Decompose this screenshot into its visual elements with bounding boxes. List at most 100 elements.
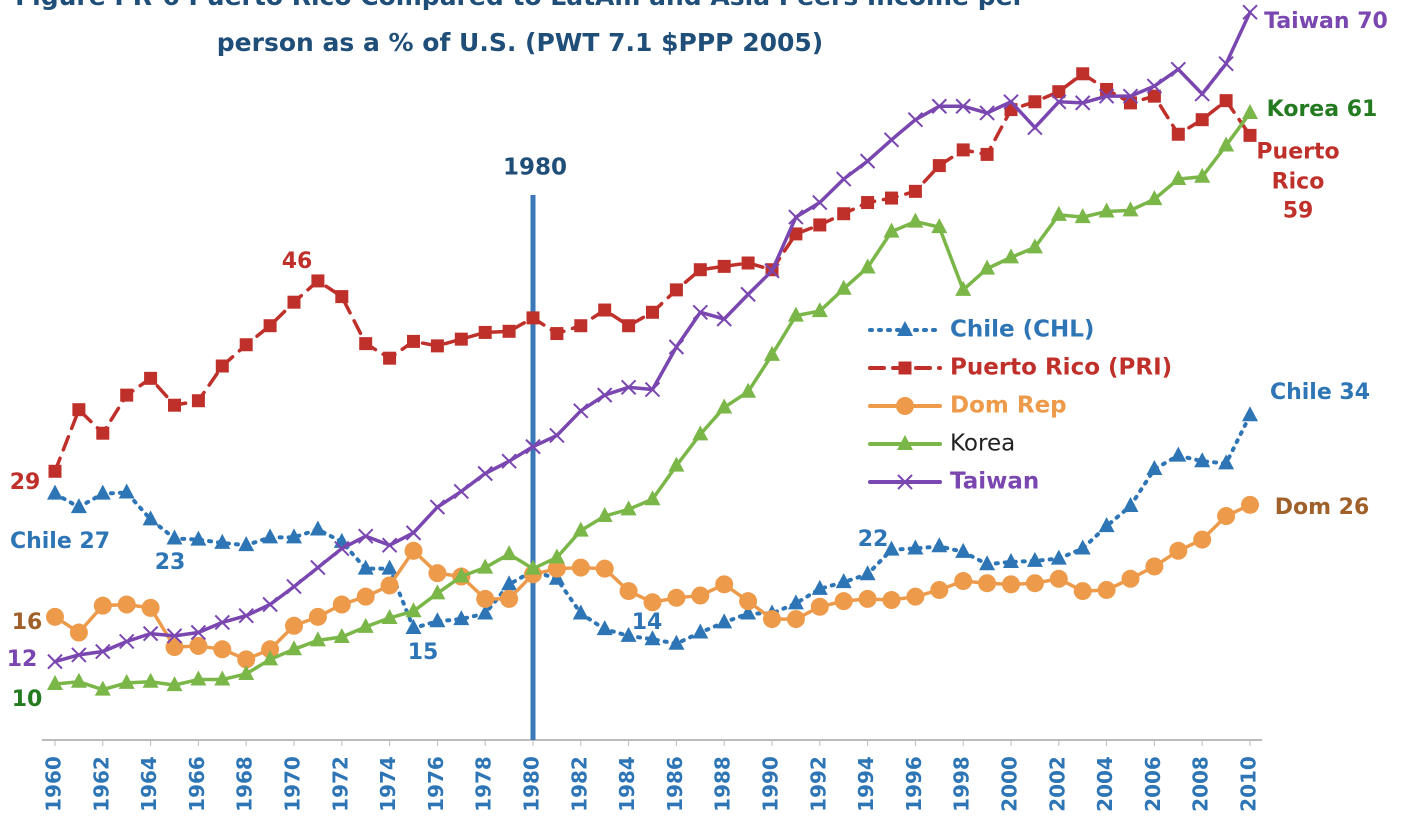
data-label: 12 bbox=[6, 647, 38, 673]
point bbox=[691, 586, 710, 605]
point bbox=[692, 304, 709, 320]
point bbox=[954, 572, 973, 591]
point bbox=[70, 498, 87, 514]
point bbox=[309, 520, 326, 536]
point bbox=[117, 595, 136, 614]
data-label: 10 bbox=[11, 687, 43, 713]
point bbox=[261, 640, 280, 659]
point bbox=[1170, 170, 1187, 186]
reference-label: 1980 bbox=[503, 155, 567, 181]
point bbox=[477, 558, 494, 574]
point bbox=[1027, 119, 1043, 136]
x-tick-label: 1970 bbox=[281, 756, 305, 812]
x-tick-label: 1960 bbox=[42, 756, 66, 812]
point bbox=[573, 403, 589, 419]
point bbox=[596, 387, 613, 403]
point bbox=[789, 227, 803, 241]
point bbox=[214, 670, 231, 686]
point bbox=[548, 548, 565, 564]
point bbox=[764, 263, 780, 279]
point bbox=[571, 558, 590, 577]
point bbox=[476, 589, 495, 608]
point bbox=[883, 540, 900, 556]
point bbox=[359, 337, 373, 351]
point bbox=[646, 305, 659, 319]
data-label: Chile 27 bbox=[9, 529, 111, 555]
point bbox=[882, 591, 901, 610]
point bbox=[407, 334, 420, 348]
point bbox=[453, 567, 470, 583]
point bbox=[550, 327, 564, 341]
point bbox=[787, 306, 804, 322]
point bbox=[1218, 454, 1235, 470]
point bbox=[955, 280, 972, 296]
point bbox=[286, 640, 302, 656]
x-tick-label: 1994 bbox=[854, 756, 878, 812]
point bbox=[429, 499, 446, 515]
point bbox=[1146, 460, 1163, 476]
point bbox=[1098, 202, 1115, 218]
point bbox=[333, 627, 350, 643]
data-label: 23 bbox=[154, 550, 186, 576]
point bbox=[930, 580, 949, 599]
point bbox=[453, 483, 470, 500]
x-tick-label: 1962 bbox=[89, 756, 113, 812]
x-tick-label: 1972 bbox=[328, 756, 352, 812]
point bbox=[381, 537, 398, 553]
legend-label: Taiwan bbox=[950, 469, 1039, 495]
point bbox=[1194, 167, 1211, 183]
point bbox=[46, 607, 64, 626]
point bbox=[142, 672, 159, 688]
point bbox=[70, 672, 87, 688]
point bbox=[213, 640, 232, 659]
data-label: Chile 34 bbox=[1269, 380, 1371, 406]
x-tick-label: 1980 bbox=[520, 756, 544, 812]
point bbox=[525, 559, 541, 575]
point bbox=[810, 597, 829, 616]
point bbox=[238, 608, 254, 624]
series bbox=[47, 4, 1258, 670]
point bbox=[262, 528, 279, 544]
point bbox=[239, 338, 253, 352]
point bbox=[715, 575, 734, 594]
point bbox=[118, 673, 135, 689]
point bbox=[502, 324, 516, 338]
point bbox=[1074, 208, 1091, 224]
point bbox=[311, 274, 325, 288]
x-tick-label: 1984 bbox=[615, 756, 639, 812]
point bbox=[955, 98, 971, 114]
x-tick-label: 2002 bbox=[1045, 756, 1069, 812]
point bbox=[1219, 94, 1233, 108]
point bbox=[1193, 530, 1212, 549]
point bbox=[286, 528, 302, 544]
point bbox=[477, 465, 493, 482]
point bbox=[1147, 89, 1161, 103]
point bbox=[335, 290, 349, 304]
point bbox=[598, 303, 612, 317]
point bbox=[811, 302, 828, 318]
x-tick-label: 1992 bbox=[806, 756, 830, 812]
point bbox=[668, 456, 685, 472]
point bbox=[644, 630, 661, 646]
point bbox=[166, 676, 183, 692]
point bbox=[716, 398, 733, 414]
point bbox=[405, 602, 422, 618]
point bbox=[47, 484, 63, 500]
series-line bbox=[53, 71, 1252, 474]
data-label: Korea 61 bbox=[1266, 97, 1378, 123]
point bbox=[835, 573, 852, 589]
point bbox=[286, 578, 302, 595]
point bbox=[596, 620, 613, 636]
data-label: Dom 26 bbox=[1274, 495, 1370, 521]
point bbox=[739, 592, 758, 611]
point bbox=[716, 613, 733, 629]
point bbox=[94, 680, 111, 696]
point bbox=[405, 525, 422, 541]
point bbox=[1170, 446, 1187, 462]
legend-label: Dom Rep bbox=[950, 393, 1067, 419]
data-label: 29 bbox=[9, 470, 41, 496]
x-tick-label: 1964 bbox=[137, 756, 161, 812]
point bbox=[669, 283, 683, 297]
point bbox=[763, 610, 781, 629]
